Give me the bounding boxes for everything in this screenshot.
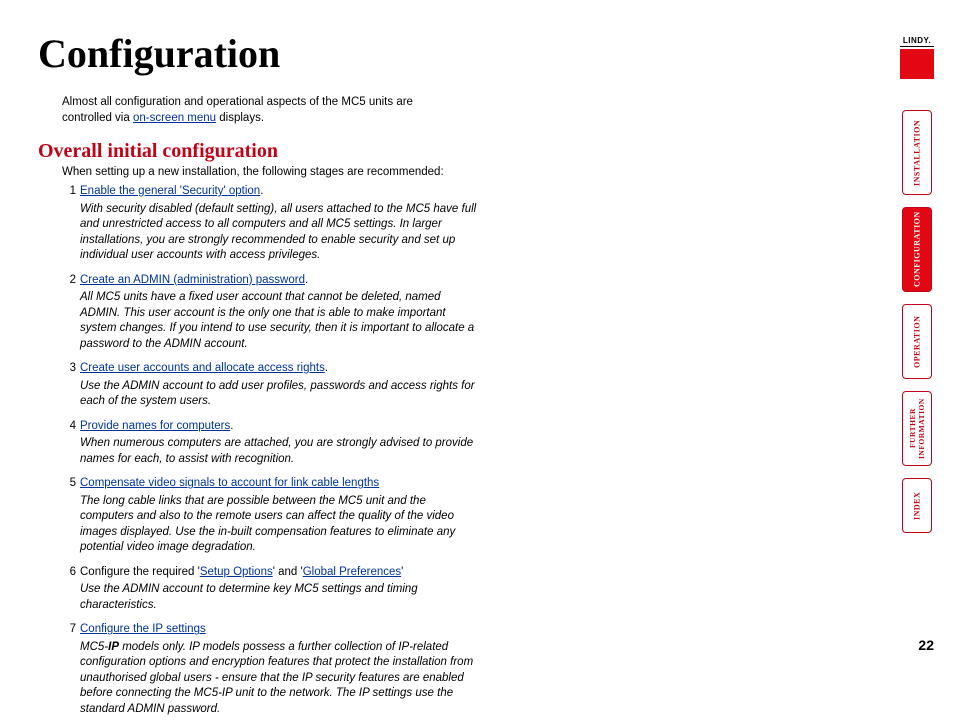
tab-index[interactable]: INDEX	[902, 478, 932, 533]
step-body: MC5-IP models only. IP models possess a …	[80, 640, 482, 718]
step-item: 5 Compensate video signals to account fo…	[62, 476, 482, 556]
step-number: 7	[62, 622, 76, 638]
step-body: All MC5 units have a fixed user account …	[80, 290, 482, 352]
side-nav-tabs: INSTALLATION CONFIGURATION OPERATION FUR…	[902, 110, 934, 545]
step-link[interactable]: Compensate video signals to account for …	[80, 477, 379, 489]
step-body: Use the ADMIN account to determine key M…	[80, 582, 482, 613]
step-link-post: .	[305, 274, 308, 286]
step-item: 6 Configure the required 'Setup Options'…	[62, 565, 482, 614]
step6-post: '	[401, 566, 403, 578]
step-item: 1 Enable the general 'Security' option. …	[62, 184, 482, 264]
step7-body-post: models only. IP models possess a further…	[80, 641, 473, 715]
step-link[interactable]: Create user accounts and allocate access…	[80, 362, 325, 374]
step7-body-pre: MC5-	[80, 641, 108, 653]
step-body: When numerous computers are attached, yo…	[80, 436, 482, 467]
step-number: 5	[62, 476, 76, 492]
brand-logo-text: LINDY.	[900, 36, 934, 47]
tab-operation[interactable]: OPERATION	[902, 304, 932, 379]
step-item: 3 Create user accounts and allocate acce…	[62, 361, 482, 410]
page-number: 22	[918, 637, 934, 653]
section-intro: When setting up a new installation, the …	[62, 166, 444, 178]
tab-further-information[interactable]: FURTHER INFORMATION	[902, 391, 932, 466]
section-heading: Overall initial configuration	[38, 140, 278, 163]
step-link[interactable]: Create an ADMIN (administration) passwor…	[80, 274, 305, 286]
on-screen-menu-link[interactable]: on-screen menu	[133, 112, 216, 124]
step-link-post: .	[230, 420, 233, 432]
brand-logo: LINDY.	[900, 36, 934, 79]
step-body: Use the ADMIN account to add user profil…	[80, 379, 482, 410]
step-body: With security disabled (default setting)…	[80, 202, 482, 264]
page-title: Configuration	[38, 30, 280, 77]
global-preferences-link[interactable]: Global Preferences	[303, 566, 401, 578]
intro-text-post: displays.	[216, 112, 264, 124]
step-item: 4 Provide names for computers. When nume…	[62, 419, 482, 468]
step-link-post: .	[325, 362, 328, 374]
step-number: 4	[62, 419, 76, 435]
step-link-post: .	[260, 185, 263, 197]
step6-pre: Configure the required '	[80, 566, 200, 578]
steps-list: 1 Enable the general 'Security' option. …	[62, 184, 482, 726]
brand-logo-square	[900, 49, 934, 79]
step-number: 2	[62, 273, 76, 289]
step-link[interactable]: Provide names for computers	[80, 420, 230, 432]
tab-configuration[interactable]: CONFIGURATION	[902, 207, 932, 292]
step-link[interactable]: Configure the IP settings	[80, 623, 206, 635]
step6-mid: ' and '	[273, 566, 303, 578]
step-number: 1	[62, 184, 76, 200]
intro-paragraph: Almost all configuration and operational…	[62, 95, 462, 126]
step-number: 6	[62, 565, 76, 581]
step-body: The long cable links that are possible b…	[80, 494, 482, 556]
setup-options-link[interactable]: Setup Options	[200, 566, 273, 578]
tab-installation[interactable]: INSTALLATION	[902, 110, 932, 195]
step7-body-bold: IP	[108, 641, 119, 653]
step-item: 2 Create an ADMIN (administration) passw…	[62, 273, 482, 353]
step-item: 7 Configure the IP settings MC5-IP model…	[62, 622, 482, 717]
step-link[interactable]: Enable the general 'Security' option	[80, 185, 260, 197]
step-number: 3	[62, 361, 76, 377]
